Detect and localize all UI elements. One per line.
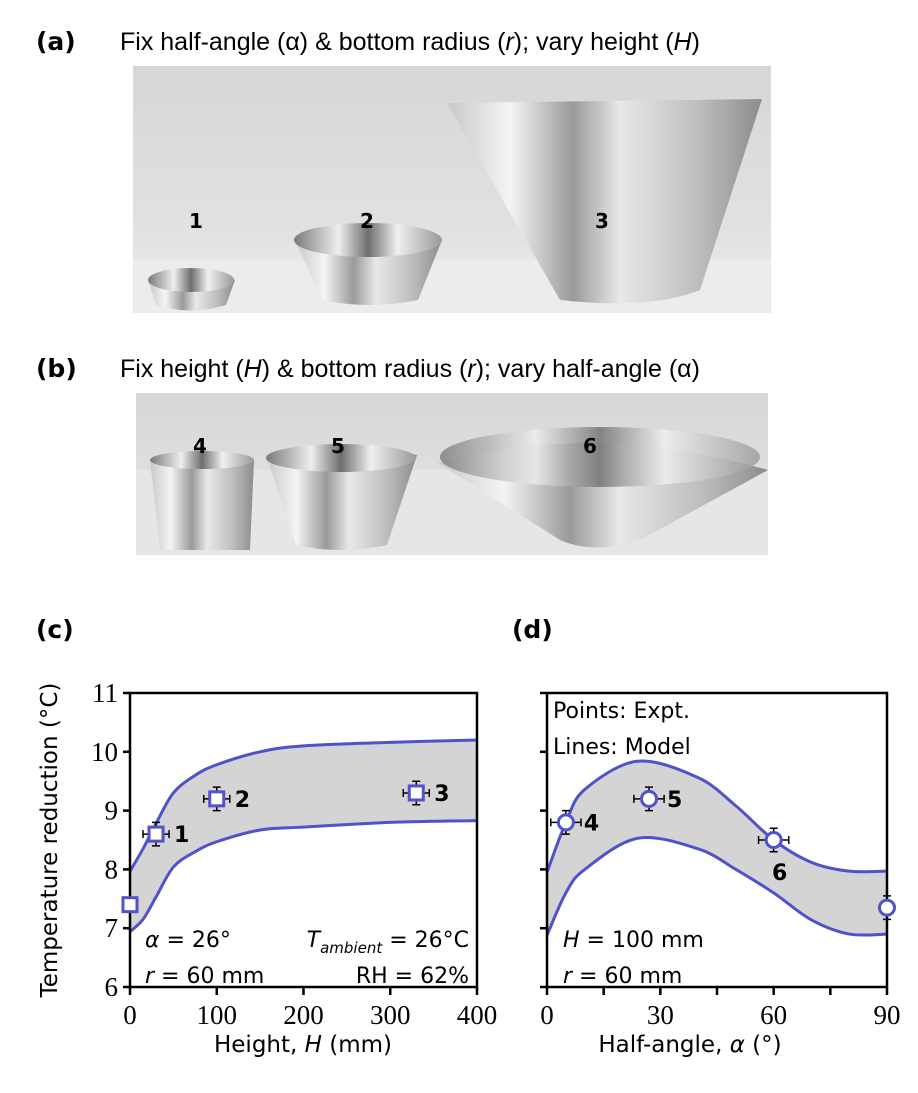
photo-label-6: 6: [583, 434, 597, 458]
legend-points: Points: Expt.: [553, 699, 690, 724]
photo-label-1: 1: [189, 209, 203, 233]
panel-a-label: (a): [36, 27, 76, 56]
x-tick-label: 100: [197, 1000, 238, 1030]
panel-a: (a) Fix half-angle (α) & bottom radius (…: [36, 27, 771, 313]
x-axis-title-c: Height, H (mm): [214, 1032, 392, 1058]
x-tick-label: 90: [874, 1000, 901, 1030]
y-tick-label: 9: [105, 796, 119, 826]
photo-a: 1 2 3: [133, 66, 771, 313]
data-point-circle: [764, 831, 783, 849]
y-axis-title: Temperature reduction (°C): [37, 683, 63, 999]
data-point-square: [147, 825, 165, 843]
data-point-square: [407, 784, 425, 802]
model-lower-line: [128, 819, 478, 933]
y-tick-label: 7: [105, 913, 119, 943]
model-lower-line: [545, 835, 888, 937]
data-point-square: [121, 896, 139, 914]
point-label: 1: [174, 823, 189, 848]
point-label: 6: [772, 861, 787, 886]
panel-d-label: (d): [512, 615, 553, 644]
panel-b: (b) Fix height (H) & bottom radius (r); …: [36, 354, 768, 555]
point-label: 3: [434, 782, 449, 807]
data-point-circle: [556, 813, 575, 832]
photo-label-5: 5: [331, 434, 345, 458]
annotation-ambient-temp: Tambient = 26°C: [307, 928, 469, 957]
point-label: 2: [235, 788, 250, 813]
point-label: 5: [667, 788, 682, 813]
panel-a-caption: Fix half-angle (α) & bottom radius (r); …: [120, 28, 700, 56]
chart-d: (d) Half-angle, α (°) Points: Expt. Line…: [512, 615, 901, 1058]
point-label: 4: [584, 811, 599, 836]
panel-c-label: (c): [36, 615, 74, 644]
photo-b: 4 5 6: [136, 393, 768, 555]
annotation-rh: RH = 62%: [356, 964, 469, 989]
legend-lines: Lines: Model: [553, 735, 691, 760]
annotation-alpha: α = 26°: [145, 928, 231, 953]
x-axis-title-d: Half-angle, α (°): [598, 1032, 781, 1058]
annotation-height: H = 100 mm: [563, 928, 704, 953]
x-tick-label: 60: [760, 1000, 787, 1030]
x-tick-label: 400: [457, 1000, 498, 1030]
panel-b-label: (b): [36, 354, 77, 383]
y-tick-label: 11: [92, 678, 118, 708]
data-point-circle: [640, 789, 658, 808]
x-tick-label: 0: [540, 1000, 554, 1030]
y-tick-label: 10: [91, 737, 118, 767]
data-point-square: [208, 790, 226, 808]
model-band-fill: [547, 760, 887, 936]
x-tick-label: 200: [283, 1000, 324, 1030]
x-tick-label: 300: [370, 1000, 411, 1030]
annotation-radius: r = 60 mm: [145, 964, 264, 989]
model-upper-line: [545, 759, 888, 874]
photo-label-2: 2: [360, 209, 374, 233]
x-tick-label: 0: [123, 1000, 137, 1030]
chart-c: (c) Temperature reduction (°C) Height, H…: [36, 615, 497, 1058]
y-tick-label: 6: [105, 972, 119, 1002]
panel-b-caption: Fix height (H) & bottom radius (r); vary…: [120, 355, 700, 383]
annotation-radius-d: r = 60 mm: [563, 964, 682, 989]
photo-label-3: 3: [595, 209, 609, 233]
x-tick-label: 30: [647, 1000, 674, 1030]
data-point-circle: [878, 898, 896, 917]
photo-label-4: 4: [193, 434, 207, 458]
y-tick-label: 8: [105, 854, 119, 884]
